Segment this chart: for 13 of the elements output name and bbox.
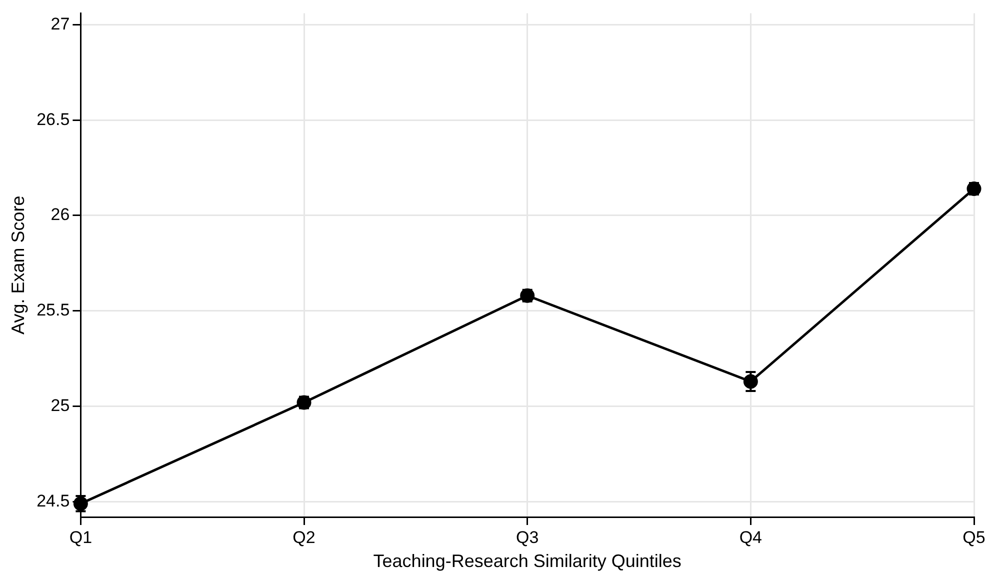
x-tick-label: Q1 [69, 528, 92, 547]
x-tick-label: Q2 [292, 528, 316, 547]
y-tick-label: 27 [50, 14, 70, 34]
y-axis-title: Avg. Exam Score [8, 196, 28, 334]
y-tick-label: 24.5 [36, 491, 70, 510]
y-tick-label: 26.5 [36, 110, 70, 129]
y-tick-label: 26 [50, 205, 70, 224]
x-tick-label: Q3 [516, 528, 539, 547]
y-tick-label: 25 [50, 396, 70, 416]
y-tick-label: 25.5 [36, 300, 70, 320]
x-tick-label: Q4 [739, 528, 762, 547]
x-tick-label: Q5 [962, 528, 986, 547]
x-axis-title: Teaching-Research Similarity Quintiles [373, 551, 682, 572]
